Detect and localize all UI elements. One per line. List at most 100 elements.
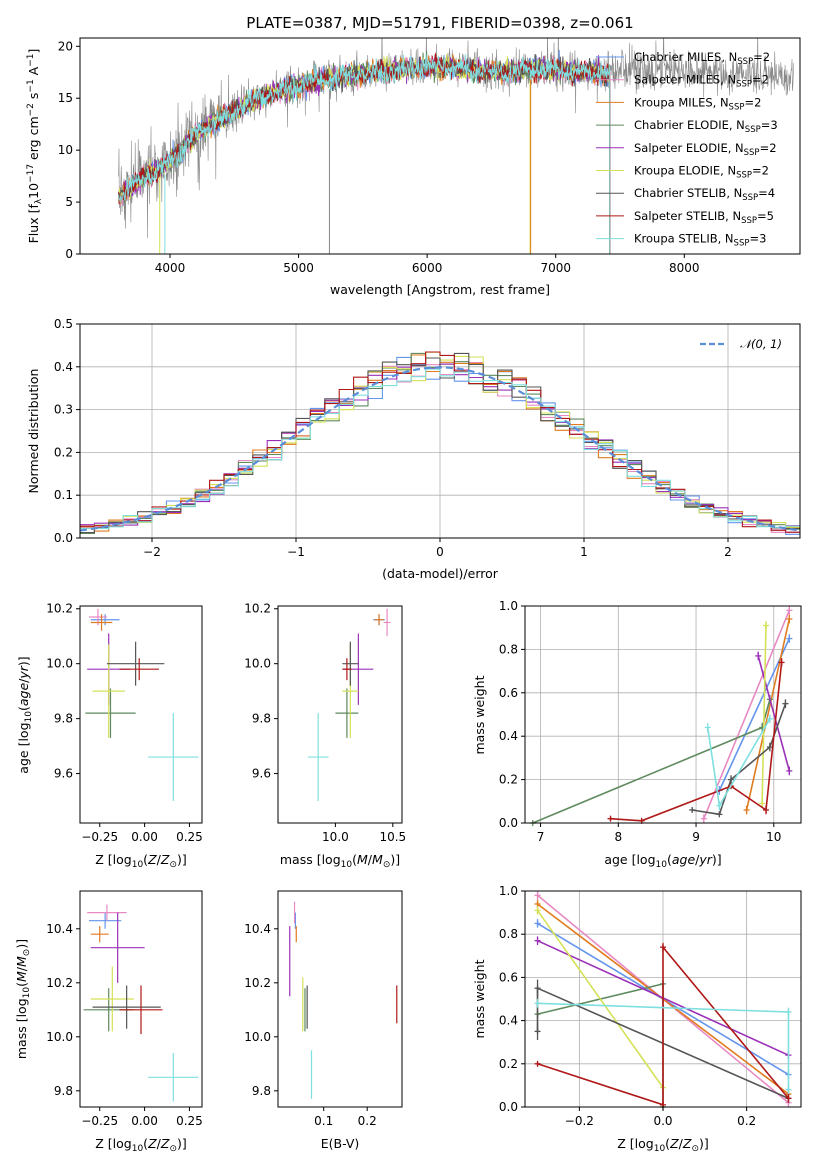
histogram-ticks: −2 −1 0 1 2 0.0 0.1 0.2 0.3 0.4 0.5 — [54, 317, 732, 559]
weight-vs-metallicity-ylabel: mass weight — [472, 959, 487, 1038]
mass-vs-metallicity-panel: −0.25 0.00 0.25 9.8 10.0 10.2 10.4 Z [log10(Z/… — [14, 890, 203, 1154]
legend-label-kroupa_stelib: Kroupa STELIB, NSSP=3 — [634, 232, 766, 249]
age-vs-mass-xlabel: mass [log10(M/M⊙)] — [280, 852, 400, 870]
spectrum-ytick-label: 0 — [65, 247, 73, 261]
weight-vs-age-frame — [524, 605, 802, 824]
normal-curve — [80, 366, 800, 532]
weight-vs-metallicity-series-salpeter_stelib — [534, 942, 792, 1108]
histogram-ytick-label: 0.0 — [54, 531, 73, 545]
age-vs-mass-ticks: 10.0 10.5 9.6 9.8 10.0 10.2 — [244, 602, 406, 844]
spectrum-xlabel: wavelength [Angstrom, rest frame] — [330, 282, 550, 297]
mass-vs-metallicity-ytick-label: 9.8 — [54, 1084, 73, 1098]
weight-vs-age-ytick-label: 0.8 — [499, 642, 518, 656]
mass-vs-extinction-xtick-label: 0.1 — [314, 1114, 333, 1128]
mass-vs-metallicity-xlabel: Z [log10(Z/Z⊙)] — [95, 1136, 187, 1154]
weight-vs-age-plot-area — [529, 606, 793, 826]
histogram-xtick-label: 2 — [724, 545, 732, 559]
age-vs-mass-point-kroupa_stelib — [307, 713, 329, 802]
weight-vs-age-xtick-label: 7 — [537, 830, 545, 844]
weight-vs-metallicity-xtick-label: −0.2 — [565, 1114, 594, 1128]
weight-vs-age-xtick-label: 10 — [766, 830, 781, 844]
legend-label-kroupa_miles: Kroupa MILES, NSSP=2 — [634, 95, 761, 112]
weight-vs-metallicity-panel: −0.2 0.0 0.2 0.0 0.2 0.4 0.6 0.8 1.0 Z [log10(Z/… — [472, 884, 802, 1154]
weight-vs-age-panel: 7 8 9 10 0.0 0.2 0.4 0.6 0.8 1.0 age [log10(age/y… — [472, 599, 802, 870]
mass-vs-extinction-ytick-label: 9.8 — [252, 1084, 271, 1098]
mass-vs-metallicity-point-kroupa_miles — [90, 926, 109, 943]
weight-vs-age-series-kroupa_miles — [743, 614, 793, 815]
spectrum-xtick-label: 4000 — [155, 261, 186, 275]
mass-vs-metallicity-point-salpeter_stelib — [119, 985, 163, 1035]
spectrum-xtick-label: 8000 — [669, 261, 700, 275]
weight-vs-age-series-chabrier_elodie — [529, 694, 773, 826]
model-spectrum-kroupa_stelib — [118, 54, 611, 254]
mass-vs-metallicity-xtick-label: −0.25 — [81, 1114, 118, 1128]
age-vs-metallicity-xtick-label: 0.25 — [176, 830, 203, 844]
mass-vs-extinction-plot-area — [289, 901, 398, 1099]
weight-vs-age-xtick-label: 9 — [692, 830, 700, 844]
spectrum-ytick-label: 15 — [58, 91, 73, 105]
histogram-ytick-label: 0.5 — [54, 317, 73, 331]
weight-vs-age-ticks: 7 8 9 10 0.0 0.2 0.4 0.6 0.8 1.0 — [499, 599, 782, 844]
age-vs-mass-point-chabrier_stelib — [342, 641, 359, 686]
mass-vs-metallicity-ylabel: mass [log10(M/M⊙)] — [14, 939, 32, 1059]
age-vs-metallicity-point-chabrier_stelib — [106, 641, 165, 686]
histogram-ylabel: Normed distribution — [26, 369, 41, 494]
weight-vs-age-grid — [525, 605, 801, 824]
legend-label-salpeter_miles: Salpeter MILES, NSSP=2 — [634, 73, 769, 90]
age-vs-metallicity-xlabel: Z [log10(Z/Z⊙)] — [95, 852, 187, 870]
age-vs-mass-ytick-label: 10.2 — [244, 602, 271, 616]
age-vs-mass-point-salpeter_miles — [383, 608, 391, 637]
mass-vs-metallicity-frame — [79, 890, 203, 1108]
mass-vs-metallicity-point-kroupa_stelib — [148, 1053, 199, 1102]
spectrum-xtick-label: 7000 — [540, 261, 571, 275]
histogram-ytick-label: 0.1 — [54, 488, 73, 502]
residual-histogram-panel: −2 −1 0 1 2 0.0 0.1 0.2 0.3 0.4 0.5 (data-model)/e… — [26, 317, 801, 581]
weight-vs-age-series-salpeter_miles — [700, 606, 793, 823]
weight-vs-age-ytick-label: 0.0 — [499, 816, 518, 830]
age-vs-mass-ytick-label: 9.8 — [252, 712, 271, 726]
weight-vs-age-series-chabrier_stelib — [689, 699, 789, 818]
spectrum-xtick-label: 6000 — [412, 261, 443, 275]
spectrum-curves — [118, 38, 794, 254]
mass-vs-metallicity-plot-area — [83, 904, 199, 1102]
age-vs-mass-frame — [277, 605, 403, 824]
spectrum-ytick-label: 5 — [65, 195, 73, 209]
weight-vs-metallicity-xlabel: Z [log10(Z/Z⊙)] — [617, 1136, 709, 1154]
weight-vs-age-xtick-label: 8 — [614, 830, 622, 844]
histogram-ytick-label: 0.2 — [54, 445, 73, 459]
legend-label-chabrier_stelib: Chabrier STELIB, NSSP=4 — [634, 186, 775, 203]
spectrum-title: PLATE=0387, MJD=51791, FIBERID=0398, z=0… — [246, 14, 633, 32]
age-vs-metallicity-point-kroupa_elodie — [92, 644, 125, 738]
age-vs-metallicity-ylabel: age [log10(age/yr)] — [16, 656, 34, 773]
age-vs-mass-ytick-label: 10.0 — [244, 657, 271, 671]
spectrum-xtick-label: 5000 — [283, 261, 314, 275]
histogram-ytick-label: 0.3 — [54, 403, 73, 417]
legend-label-kroupa_elodie: Kroupa ELODIE, NSSP=2 — [634, 164, 769, 181]
age-vs-metallicity-ytick-label: 10.0 — [46, 657, 73, 671]
weight-vs-metallicity-plot-area — [534, 891, 792, 1110]
mass-vs-extinction-xlabel: E(B-V) — [321, 1136, 360, 1151]
histogram-legend: 𝒩(0, 1) — [700, 337, 782, 351]
spectrum-legend: Chabrier MILES, NSSP=2 Salpeter MILES, NS… — [596, 50, 778, 249]
age-vs-metallicity-frame — [79, 605, 203, 824]
mass-vs-metallicity-xtick-label: 0.00 — [131, 1114, 158, 1128]
weight-vs-metallicity-ytick-label: 0.2 — [499, 1057, 518, 1071]
legend-label-salpeter_stelib: Salpeter STELIB, NSSP=5 — [634, 209, 774, 226]
histogram-step-kroupa_stelib — [80, 368, 800, 530]
age-vs-mass-xtick-label: 10.0 — [322, 830, 349, 844]
spectrum-ticks: 4000 5000 6000 7000 8000 0 5 10 15 20 — [58, 39, 700, 275]
legend-label-chabrier_elodie: Chabrier ELODIE, NSSP=3 — [634, 118, 778, 135]
age-vs-mass-point-salpeter_stelib — [342, 658, 352, 681]
mass-vs-extinction-frame — [277, 890, 403, 1108]
weight-vs-age-xlabel: age [log10(age/yr)] — [604, 852, 721, 870]
mass-vs-extinction-ytick-label: 10.4 — [244, 922, 271, 936]
weight-vs-age-ylabel: mass weight — [472, 675, 487, 754]
mass-vs-extinction-xtick-label: 0.2 — [358, 1114, 377, 1128]
weight-vs-metallicity-ytick-label: 0.8 — [499, 927, 518, 941]
age-vs-mass-point-kroupa_miles — [374, 614, 384, 626]
mass-vs-metallicity-ytick-label: 10.2 — [46, 976, 73, 990]
mass-vs-metallicity-ytick-label: 10.4 — [46, 922, 73, 936]
age-vs-mass-plot-area — [307, 608, 391, 802]
mass-vs-extinction-panel: 0.1 0.2 9.8 10.0 10.2 10.4 E(B-V) — [244, 890, 403, 1151]
